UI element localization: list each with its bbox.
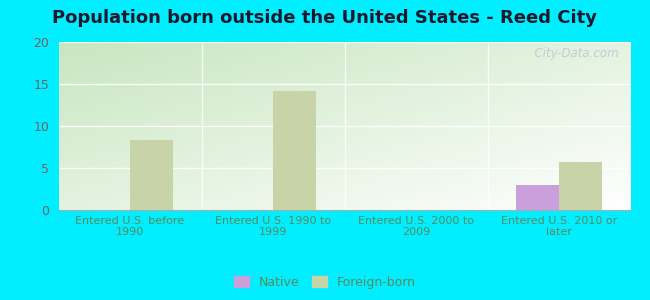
Bar xyxy=(130,140,173,210)
Bar xyxy=(516,185,559,210)
Legend: Native, Foreign-born: Native, Foreign-born xyxy=(229,271,421,294)
Bar xyxy=(559,162,602,210)
Bar xyxy=(273,91,316,210)
Text: City-Data.com: City-Data.com xyxy=(527,47,619,60)
Text: Population born outside the United States - Reed City: Population born outside the United State… xyxy=(53,9,597,27)
